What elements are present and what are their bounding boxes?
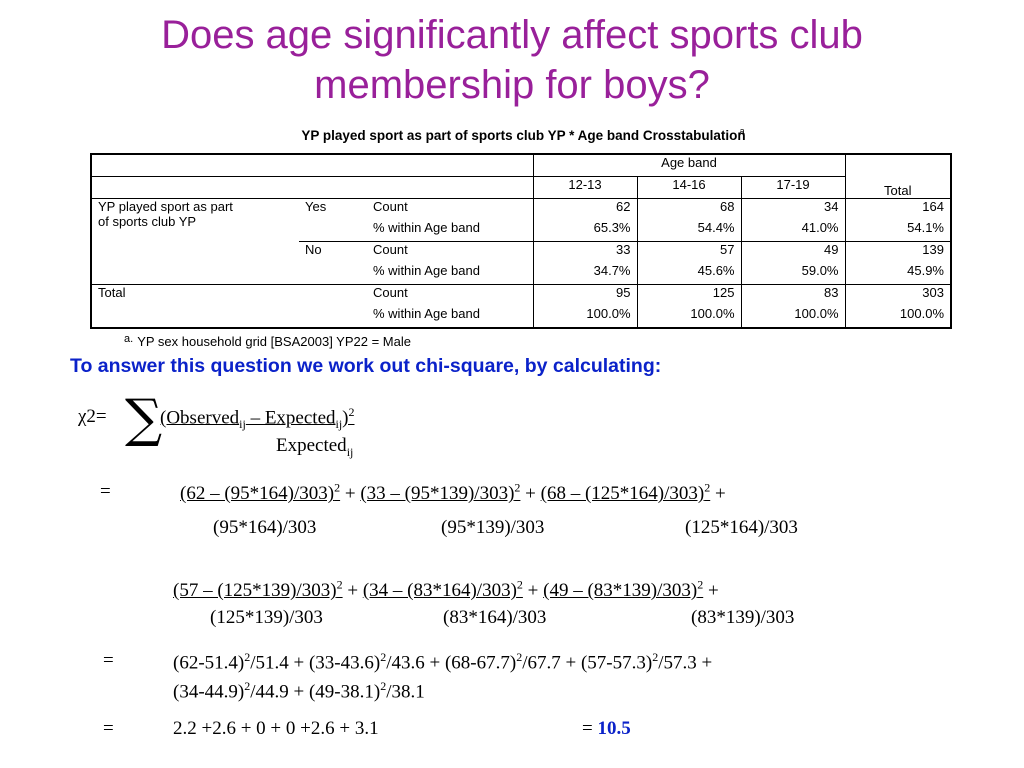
no-pct-total: 45.9%	[844, 263, 951, 285]
no-pct-14-16: 45.6%	[636, 263, 741, 285]
total-count-total: 303	[844, 284, 951, 306]
total-pct-17-19: 100.0%	[740, 306, 845, 328]
formula-numerator: (Observedij – Expectedij)2	[160, 405, 355, 432]
plus-sign: +	[707, 580, 719, 602]
plus-sign: +	[344, 483, 356, 505]
yes-pct-14-16: 54.4%	[636, 220, 741, 242]
yes-pct-12-13: 65.3%	[532, 220, 637, 242]
numerator-sub-ij: ij	[239, 417, 246, 432]
pct-label: % within Age band	[373, 306, 480, 321]
column-header-14-16: 14-16	[636, 176, 741, 199]
chi-square-symbol: χ2=	[78, 406, 107, 427]
yes-count-17-19: 34	[740, 198, 845, 220]
column-header-17-19: 17-19	[740, 176, 845, 199]
no-label: No	[299, 241, 367, 285]
yes-pct-17-19: 41.0%	[740, 220, 845, 242]
step1-row1-numerators: (62 – (95*164)/303)2 + (33 – (95*139)/30…	[180, 481, 726, 505]
plus-sign: +	[714, 483, 726, 505]
no-count-17-19: 49	[740, 241, 845, 263]
equals-sign-1: =	[100, 481, 111, 502]
term4-denominator: (125*139)/303	[210, 607, 323, 628]
plus-sign: +	[347, 580, 359, 602]
term5-denominator: (83*164)/303	[443, 607, 547, 628]
no-pct-17-19: 59.0%	[740, 263, 845, 285]
term1-denominator: (95*164)/303	[213, 517, 317, 538]
numerator-sub-ij-2: ij	[335, 417, 343, 432]
term3-denominator: (125*164)/303	[685, 517, 798, 538]
plus-sign: +	[525, 483, 536, 505]
slide-title-line-1: Does age significantly affect sports clu…	[161, 13, 863, 57]
crosstab-table: Age band Total 12-13 14-16 17-19 YP play…	[90, 153, 952, 329]
total-pct-total: 100.0%	[844, 306, 951, 328]
count-label: Count	[367, 198, 533, 220]
numerator-observed: (Observed	[160, 407, 240, 429]
result-equals: =	[582, 718, 598, 739]
slide-title: Does age significantly affect sports clu…	[0, 10, 1024, 110]
term2-denominator: (95*139)/303	[441, 517, 545, 538]
result-value: 10.5	[597, 718, 631, 739]
pct-label: % within Age band	[367, 220, 533, 242]
step3-terms: 2.2 +2.6 + 0 + 0 +2.6 + 3.1	[173, 718, 379, 739]
no-pct-12-13: 34.7%	[532, 263, 637, 285]
count-label: Count	[367, 284, 533, 306]
row-variable-label: YP played sport as part of sports club Y…	[91, 198, 299, 285]
chi-square-result: = 10.5	[582, 718, 631, 740]
row-variable-label-line-1: YP played sport as part	[98, 199, 233, 214]
equals-sign-2: =	[103, 650, 114, 671]
term6-denominator: (83*139)/303	[691, 607, 795, 628]
total-row-label: Total	[91, 284, 367, 328]
denominator-expected: Expected	[276, 435, 347, 456]
term5-numerator: (34 – (83*164)/303)2	[362, 578, 523, 602]
total-pct-12-13: 100.0%	[532, 306, 637, 328]
total-column-header: Total	[844, 154, 951, 199]
step1-row2-numerators: (57 – (125*139)/303)2 + (34 – (83*164)/3…	[173, 578, 719, 602]
term4-numerator: (57 – (125*139)/303)2	[173, 578, 343, 602]
equals-sign-3: =	[103, 718, 114, 739]
total-pct-14-16: 100.0%	[636, 306, 741, 328]
total-count-12-13: 95	[532, 284, 637, 306]
step2-line2: (34-44.9)2/44.9 + (49-38.1)2/38.1	[173, 679, 425, 703]
term1-numerator: (62 – (95*164)/303)2	[180, 481, 341, 505]
pct-label: % within Age band	[373, 263, 480, 278]
count-label: Count	[373, 242, 408, 257]
intro-text: To answer this question we work out chi-…	[70, 355, 662, 377]
column-header-12-13: 12-13	[532, 176, 637, 199]
formula-denominator: Expectedij	[276, 435, 353, 460]
yes-count-total: 164	[844, 198, 951, 220]
yes-label: Yes	[299, 198, 367, 242]
crosstab-footnote: a. YP sex household grid [BSA2003] YP22 =…	[124, 333, 411, 349]
numerator-expected: – Expected	[245, 407, 336, 429]
denominator-sub-ij: ij	[346, 444, 354, 459]
numerator-sup-2: 2	[348, 405, 355, 419]
step2-line1: (62-51.4)2/51.4 + (33-43.6)2/43.6 + (68-…	[173, 650, 713, 674]
plus-sign: +	[527, 580, 539, 602]
footnote-text: YP sex household grid [BSA2003] YP22 = M…	[137, 334, 411, 349]
total-count-17-19: 83	[740, 284, 845, 306]
no-count-total: 139	[844, 241, 951, 263]
crosstab-title-footnote-marker: a	[739, 126, 745, 136]
footnote-label: a.	[124, 333, 134, 345]
no-count-14-16: 57	[636, 241, 741, 263]
age-band-header: Age band	[532, 154, 845, 177]
no-count-12-13: 33	[532, 241, 637, 263]
crosstab-title-text: YP played sport as part of sports club Y…	[301, 128, 746, 143]
slide-title-line-2: membership for boys?	[314, 63, 710, 107]
sigma-icon: ∑	[125, 389, 163, 449]
crosstab-title: YP played sport as part of sports club Y…	[90, 126, 956, 143]
yes-pct-total: 54.1%	[844, 220, 951, 242]
numerator-close: )	[342, 407, 349, 429]
total-count-14-16: 125	[636, 284, 741, 306]
term2-numerator: (33 – (95*139)/303)2	[360, 481, 521, 505]
yes-count-14-16: 68	[636, 198, 741, 220]
yes-count-12-13: 62	[532, 198, 637, 220]
row-variable-label-line-2: of sports club YP	[98, 214, 197, 229]
term3-numerator: (68 – (125*164)/303)2	[540, 481, 711, 505]
term6-numerator: (49 – (83*139)/303)2	[543, 578, 704, 602]
